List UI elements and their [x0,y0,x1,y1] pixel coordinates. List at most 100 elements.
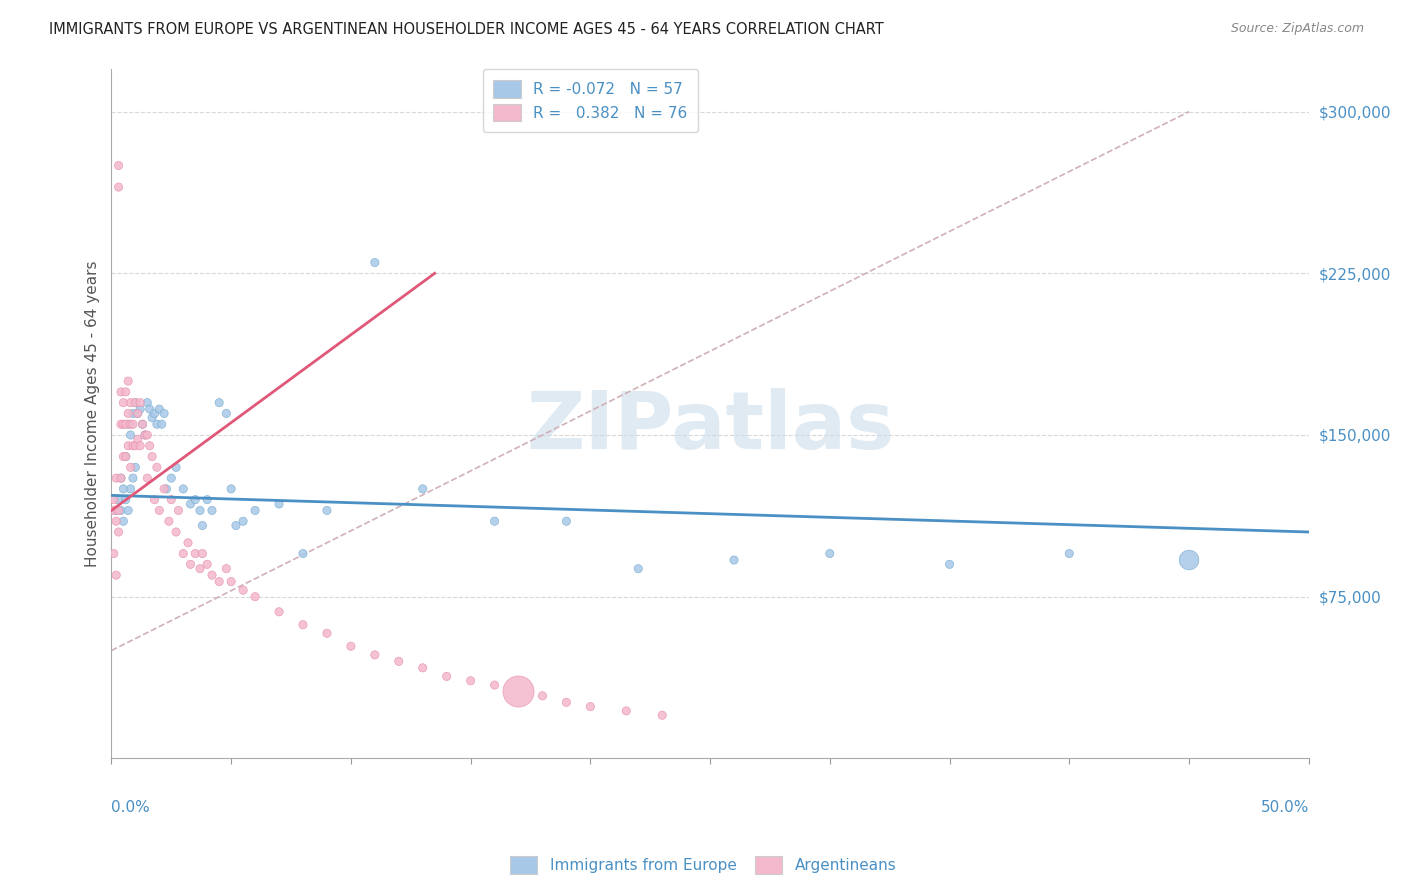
Point [232,514,254,528]
Point [117,417,139,432]
Point [112,450,135,464]
Point [195,558,218,572]
Point [138,402,160,417]
Point [165,460,187,475]
Point [460,673,482,688]
Point [117,374,139,388]
Point [316,503,339,517]
Point [107,492,129,507]
Point [340,639,363,653]
Point [110,471,132,485]
Point [364,255,387,269]
Point [508,684,530,698]
Point [127,406,149,420]
Point [1059,547,1081,561]
Point [131,417,153,432]
Point [136,471,159,485]
Point [243,503,266,517]
Point [112,514,135,528]
Y-axis label: Householder Income Ages 45 - 64 years: Householder Income Ages 45 - 64 years [86,260,100,566]
Point [267,605,290,619]
Point [195,492,218,507]
Point [267,497,290,511]
Point [225,518,247,533]
Point [555,695,578,709]
Point [531,689,554,703]
Point [124,439,146,453]
Point [107,524,129,539]
Point [105,471,128,485]
Point [172,482,194,496]
Point [114,417,136,432]
Point [167,503,190,517]
Point [110,384,132,399]
Point [412,482,434,496]
Point [114,384,136,399]
Point [107,159,129,173]
Text: IMMIGRANTS FROM EUROPE VS ARGENTINEAN HOUSEHOLDER INCOME AGES 45 - 64 YEARS CORR: IMMIGRANTS FROM EUROPE VS ARGENTINEAN HO… [49,22,884,37]
Point [208,574,231,589]
Point [215,406,238,420]
Point [105,568,128,582]
Point [148,402,170,417]
Point [938,558,960,572]
Point [136,395,159,409]
Point [651,708,673,723]
Point [127,406,149,420]
Point [131,417,153,432]
Point [110,503,132,517]
Point [134,428,156,442]
Point [122,406,145,420]
Point [122,439,145,453]
Point [148,503,170,517]
Point [112,482,135,496]
Point [316,626,339,640]
Point [146,417,169,432]
Point [150,417,173,432]
Point [579,699,602,714]
Point [165,524,187,539]
Point [219,574,242,589]
Point [191,518,214,533]
Point [232,583,254,598]
Text: 0.0%: 0.0% [111,800,150,814]
Point [143,492,166,507]
Point [136,428,159,442]
Point [208,395,231,409]
Point [124,460,146,475]
Point [388,654,411,668]
Point [127,432,149,446]
Point [110,417,132,432]
Point [110,471,132,485]
Point [172,547,194,561]
Point [103,492,125,507]
Text: Source: ZipAtlas.com: Source: ZipAtlas.com [1230,22,1364,36]
Point [179,558,201,572]
Point [291,547,314,561]
Point [120,417,142,432]
Point [117,503,139,517]
Point [191,547,214,561]
Point [184,492,207,507]
Point [134,428,156,442]
Point [155,482,177,496]
Point [107,180,129,194]
Point [219,482,242,496]
Point [160,492,183,507]
Point [188,561,211,575]
Point [105,503,128,517]
Point [412,661,434,675]
Point [153,482,176,496]
Point [1178,553,1201,567]
Point [146,460,169,475]
Point [114,450,136,464]
Point [117,406,139,420]
Point [120,395,142,409]
Point [291,617,314,632]
Point [120,482,142,496]
Point [124,395,146,409]
Point [143,406,166,420]
Point [160,471,183,485]
Point [141,410,163,425]
Point [103,503,125,517]
